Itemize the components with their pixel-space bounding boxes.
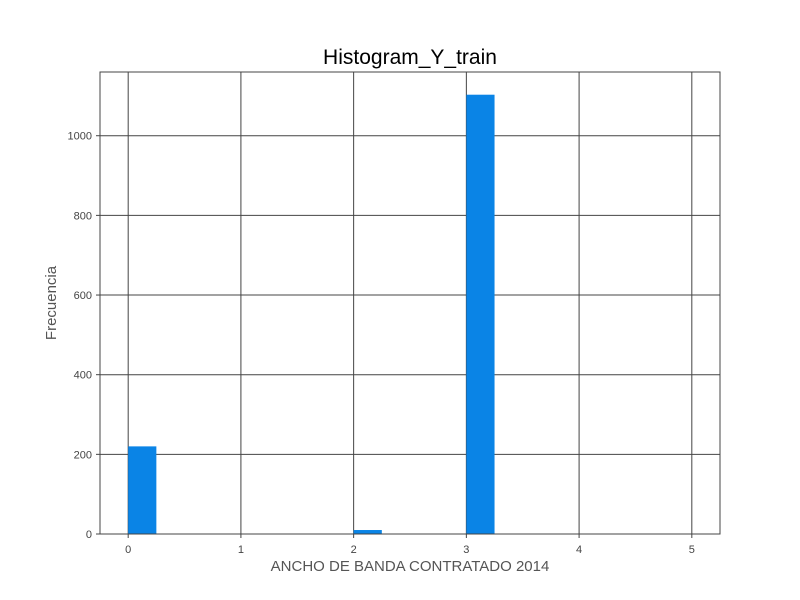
y-tick-label: 0 bbox=[86, 529, 92, 541]
x-tick-label: 3 bbox=[463, 544, 469, 556]
x-tick-label: 5 bbox=[689, 544, 695, 556]
chart-title: Histogram_Y_train bbox=[323, 46, 497, 69]
y-tick-label: 1000 bbox=[68, 131, 92, 143]
x-tick-label: 0 bbox=[125, 544, 131, 556]
y-tick-label: 400 bbox=[74, 370, 92, 382]
plot-frame bbox=[99, 71, 721, 535]
y-axis-label: Frecuencia bbox=[43, 265, 60, 340]
x-tick-label: 1 bbox=[238, 544, 244, 556]
y-tick-label: 600 bbox=[74, 290, 92, 302]
y-tick-label: 200 bbox=[74, 449, 92, 461]
histogram-bar bbox=[128, 446, 157, 534]
bar-layer bbox=[128, 94, 495, 534]
tick-layer: 0 1 2 3 4 5 0 200 400 600 800 1000 bbox=[68, 131, 695, 556]
x-tick-label: 2 bbox=[351, 544, 357, 556]
grid-layer bbox=[100, 72, 720, 535]
x-tick-label: 4 bbox=[576, 544, 582, 556]
histogram-bar bbox=[466, 94, 495, 534]
y-tick-label: 800 bbox=[74, 210, 92, 222]
x-axis-label: ANCHO DE BANDA CONTRATADO 2014 bbox=[271, 558, 550, 575]
histogram-bar bbox=[353, 530, 382, 534]
